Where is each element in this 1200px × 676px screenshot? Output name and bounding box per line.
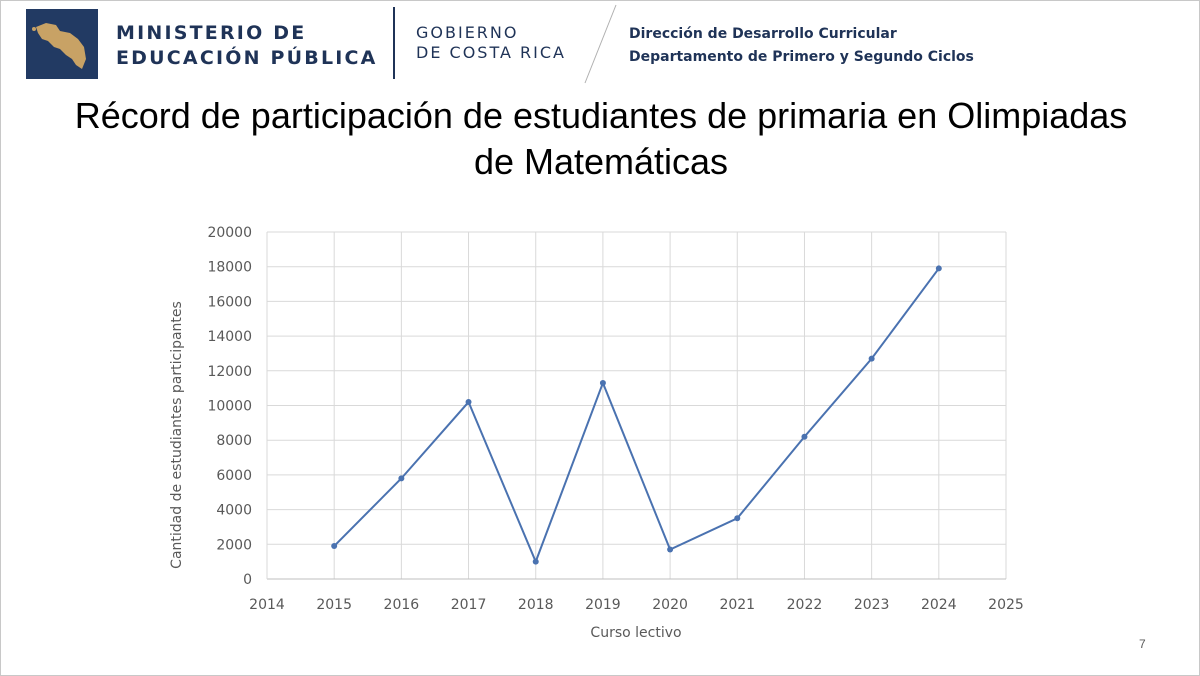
- x-axis-label: Curso lectivo: [590, 625, 681, 641]
- data-point: [734, 515, 741, 522]
- gov-line2: DE COSTA RICA: [416, 43, 566, 62]
- data-point: [868, 355, 875, 362]
- government-name: GOBIERNO DE COSTA RICA: [416, 23, 566, 63]
- page-number: 7: [1139, 637, 1146, 651]
- title-line1: Récord de participación de estudiantes d…: [74, 95, 1128, 136]
- x-tick-label: 2019: [585, 597, 621, 613]
- series-line: [333, 267, 940, 565]
- gov-line1: GOBIERNO: [416, 23, 519, 42]
- costa-rica-map-icon: [32, 23, 86, 69]
- y-tick-label: 10000: [207, 399, 252, 415]
- x-tick-label: 2025: [988, 597, 1024, 613]
- y-tick-label: 4000: [216, 503, 252, 519]
- ministry-logo: [26, 9, 98, 79]
- x-tick-label: 2017: [451, 597, 487, 613]
- header-diagonal-divider: [584, 4, 617, 84]
- data-point: [398, 475, 405, 482]
- y-tick-label: 20000: [207, 225, 252, 241]
- header-divider: [393, 7, 395, 79]
- dept-line1: Dirección de Desarrollo Curricular: [629, 26, 897, 42]
- title-line2: de Matemáticas: [473, 141, 729, 182]
- x-tick-label: 2024: [921, 597, 957, 613]
- chart-tick-labels: 0 2000 4000 6000 8000 10000 12000 14000 16000 180…: [207, 225, 1023, 613]
- y-tick-label: 0: [243, 572, 252, 588]
- data-point: [667, 546, 674, 553]
- slide-title: Récord de participación de estudiantes d…: [31, 93, 1171, 185]
- y-tick-label: 2000: [216, 537, 252, 553]
- y-tick-label: 12000: [207, 364, 252, 380]
- x-tick-label: 2020: [652, 597, 688, 613]
- x-tick-label: 2018: [518, 597, 554, 613]
- ministry-line2: EDUCACIÓN PÚBLICA: [116, 47, 378, 69]
- x-tick-label: 2022: [787, 597, 823, 613]
- data-point: [331, 543, 338, 550]
- data-point: [599, 379, 606, 386]
- x-tick-label: 2023: [854, 597, 890, 613]
- x-tick-label: 2014: [249, 597, 285, 613]
- y-tick-label: 18000: [207, 260, 252, 276]
- x-tick-label: 2021: [719, 597, 755, 613]
- data-point: [532, 558, 539, 565]
- data-point: [935, 265, 942, 272]
- y-axis-label: Cantidad de estudiantes participantes: [169, 301, 185, 569]
- y-tick-label: 14000: [207, 329, 252, 345]
- department-info: Dirección de Desarrollo Curricular Depar…: [629, 23, 974, 69]
- chart-grid: [267, 231, 1007, 579]
- data-point: [801, 433, 808, 440]
- chart-series: [331, 265, 942, 565]
- y-tick-label: 8000: [216, 433, 252, 449]
- ministry-name: MINISTERIO DE EDUCACIÓN PÚBLICA: [116, 21, 378, 71]
- data-point: [465, 399, 472, 406]
- x-tick-label: 2016: [384, 597, 420, 613]
- x-tick-label: 2015: [316, 597, 352, 613]
- chart-axes: [266, 232, 1006, 580]
- ministry-line1: MINISTERIO DE: [116, 22, 307, 44]
- y-tick-label: 6000: [216, 468, 252, 484]
- dept-line2: Departamento de Primero y Segundo Ciclos: [629, 49, 974, 65]
- y-tick-label: 16000: [207, 294, 252, 310]
